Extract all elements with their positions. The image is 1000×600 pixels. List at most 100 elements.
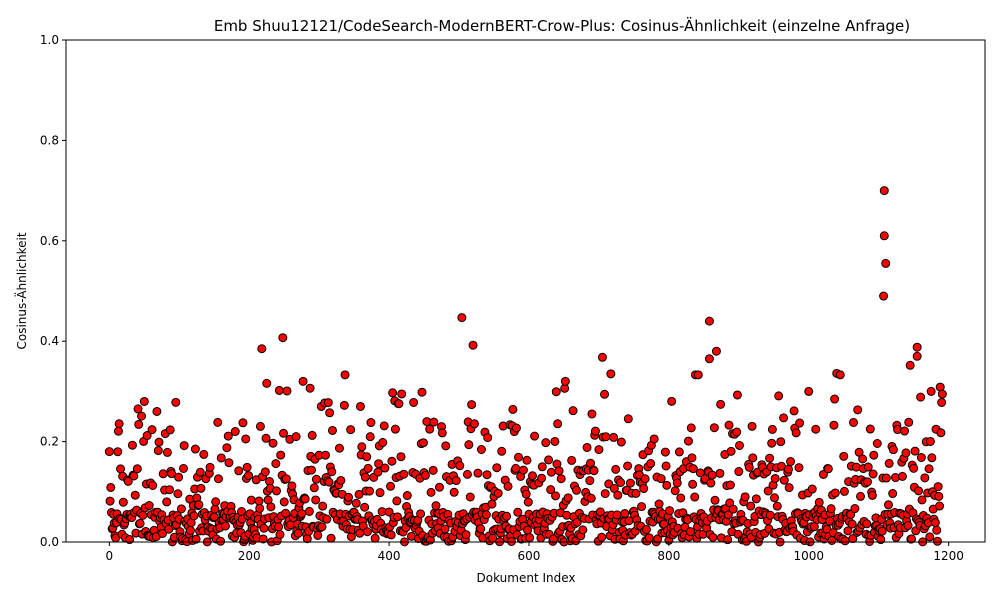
data-point <box>114 419 124 429</box>
data-point <box>623 414 633 424</box>
data-point <box>732 390 742 400</box>
data-point <box>869 450 879 460</box>
data-point <box>191 534 201 544</box>
data-point <box>936 428 946 438</box>
data-point <box>537 473 547 483</box>
data-point <box>449 487 459 497</box>
data-point <box>278 333 288 343</box>
data-point <box>853 405 863 415</box>
data-point <box>620 509 630 519</box>
data-point <box>513 507 523 517</box>
data-point <box>665 506 675 516</box>
data-point <box>688 479 698 489</box>
data-point <box>394 399 404 409</box>
data-point <box>688 464 698 474</box>
data-point <box>431 501 441 511</box>
data-point <box>507 536 517 546</box>
data-point <box>523 525 533 535</box>
data-point <box>375 488 385 498</box>
data-point <box>492 463 502 473</box>
data-point <box>162 447 172 457</box>
data-point <box>355 401 365 411</box>
data-point <box>393 512 403 522</box>
data-point <box>751 494 761 504</box>
data-point <box>850 504 860 514</box>
data-point <box>909 463 919 473</box>
data-point <box>189 511 199 521</box>
data-point <box>522 455 532 465</box>
data-point <box>849 417 859 427</box>
data-point <box>154 437 164 447</box>
data-point <box>378 438 388 447</box>
data-point <box>106 482 116 492</box>
data-point <box>497 446 507 456</box>
data-point <box>600 489 610 499</box>
data-point <box>132 464 142 474</box>
data-point <box>567 455 577 465</box>
data-point <box>917 495 927 505</box>
data-point <box>807 484 817 494</box>
data-point <box>839 486 849 496</box>
data-point <box>905 360 915 370</box>
data-point <box>912 342 922 352</box>
data-point <box>213 417 223 427</box>
plot-frame <box>65 39 986 543</box>
data-point <box>623 461 633 471</box>
x-tick-label: 200 <box>238 549 261 563</box>
data-point <box>255 503 265 513</box>
data-point <box>772 501 782 511</box>
x-tick-label: 800 <box>657 549 680 563</box>
data-point <box>374 459 384 469</box>
data-point <box>279 497 289 507</box>
y-tick-label: 0.0 <box>40 535 59 549</box>
data-point <box>525 533 535 543</box>
data-point <box>336 475 346 485</box>
data-point <box>641 524 651 534</box>
data-point <box>451 476 461 486</box>
data-point <box>276 450 286 460</box>
data-point <box>216 453 226 463</box>
data-point <box>365 486 375 496</box>
data-point <box>590 426 600 436</box>
data-point <box>386 481 396 491</box>
data-point <box>732 427 742 437</box>
data-point <box>553 419 563 429</box>
data-point <box>362 452 372 462</box>
data-point <box>282 386 292 396</box>
data-point <box>216 536 226 546</box>
x-tick-label: 600 <box>518 549 541 563</box>
x-tick-label: 400 <box>378 549 401 563</box>
data-point <box>322 514 332 524</box>
data-point <box>910 446 920 456</box>
data-point <box>601 432 611 442</box>
data-point <box>162 497 172 507</box>
data-point <box>205 462 215 472</box>
data-point <box>305 383 315 393</box>
data-point <box>640 474 650 484</box>
data-point <box>784 483 794 493</box>
data-point <box>724 420 734 430</box>
data-point <box>425 424 435 434</box>
data-point <box>686 423 696 433</box>
data-point <box>275 530 285 540</box>
data-point <box>134 419 144 429</box>
data-point <box>487 499 497 509</box>
data-point <box>530 431 540 441</box>
data-point <box>884 458 894 468</box>
data-point <box>693 370 703 380</box>
data-point <box>462 469 472 479</box>
data-point <box>706 478 716 488</box>
data-point <box>418 438 428 448</box>
data-point <box>707 470 717 480</box>
data-point <box>683 436 693 446</box>
data-point <box>511 423 521 433</box>
data-point <box>879 186 889 196</box>
y-tick-label: 0.2 <box>40 435 59 449</box>
data-point <box>606 369 616 379</box>
data-point <box>867 490 877 500</box>
data-point <box>469 419 479 429</box>
data-point <box>676 493 686 503</box>
data-point <box>912 351 922 361</box>
data-point <box>325 408 335 418</box>
data-point <box>600 389 610 399</box>
